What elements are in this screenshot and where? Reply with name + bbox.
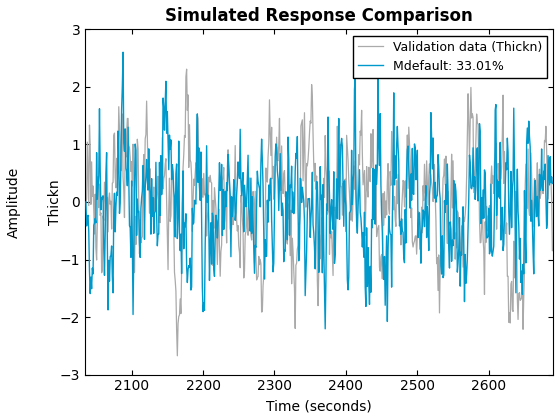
Validation data (Thickn)	[543, 124, 549, 129]
Validation data (Thickn)	[183, 67, 190, 72]
Mdefault: 33.01%: (2.68e+03, 0.539): 33.01%: (2.68e+03, 0.539)	[545, 168, 552, 173]
Legend: Validation data (Thickn), Mdefault: 33.01%: Validation data (Thickn), Mdefault: 33.0…	[353, 36, 547, 78]
Validation data (Thickn)	[498, 165, 505, 170]
Mdefault: 33.01%: (2.36e+03, 0.34): 33.01%: (2.36e+03, 0.34)	[314, 180, 321, 185]
Mdefault: 33.01%: (2.09e+03, 2.6): 33.01%: (2.09e+03, 2.6)	[120, 50, 127, 55]
Mdefault: 33.01%: (2.04e+03, 0): 33.01%: (2.04e+03, 0)	[82, 200, 89, 205]
Mdefault: 33.01%: (2.14e+03, 0.688): 33.01%: (2.14e+03, 0.688)	[156, 160, 163, 165]
Text: Thickn: Thickn	[48, 179, 62, 225]
Validation data (Thickn)	[174, 353, 181, 358]
Validation data (Thickn)	[315, 303, 321, 308]
Line: Mdefault: 33.01%: Mdefault: 33.01%	[86, 52, 552, 329]
Mdefault: 33.01%: (2.37e+03, -2.2): 33.01%: (2.37e+03, -2.2)	[322, 326, 329, 331]
Validation data (Thickn)	[545, 182, 552, 187]
Title: Simulated Response Comparison: Simulated Response Comparison	[165, 7, 473, 25]
Validation data (Thickn)	[549, 248, 556, 253]
X-axis label: Time (seconds): Time (seconds)	[266, 399, 372, 413]
Mdefault: 33.01%: (2.69e+03, 0.322): 33.01%: (2.69e+03, 0.322)	[549, 181, 556, 186]
Line: Validation data (Thickn): Validation data (Thickn)	[86, 69, 552, 356]
Mdefault: 33.01%: (2.68e+03, 0.1): 33.01%: (2.68e+03, 0.1)	[543, 194, 549, 199]
Mdefault: 33.01%: (2.62e+03, -0.399): 33.01%: (2.62e+03, -0.399)	[498, 223, 505, 228]
Validation data (Thickn)	[82, 200, 89, 205]
Validation data (Thickn)	[156, 220, 162, 225]
Validation data (Thickn)	[366, 165, 372, 170]
Mdefault: 33.01%: (2.43e+03, -1.4): 33.01%: (2.43e+03, -1.4)	[366, 280, 372, 285]
Y-axis label: Amplitude: Amplitude	[7, 166, 21, 238]
